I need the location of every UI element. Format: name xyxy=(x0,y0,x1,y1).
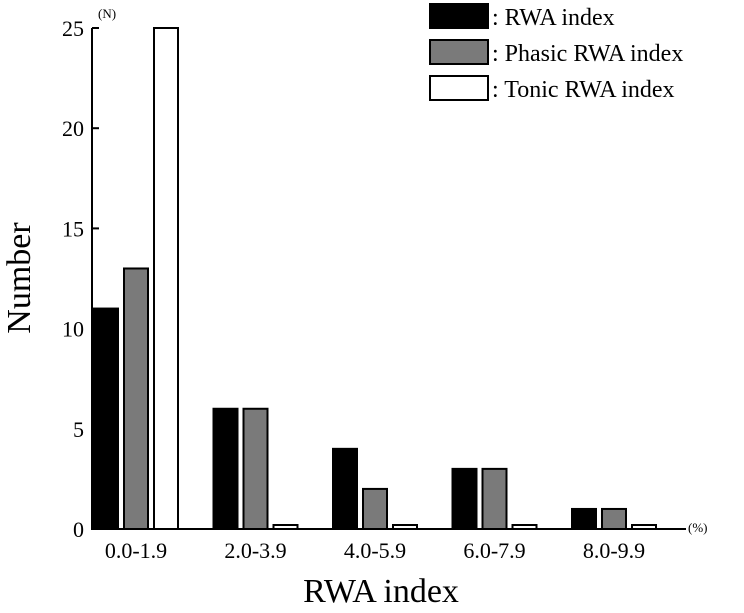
legend-swatch-rwa xyxy=(429,3,489,29)
bar-series1-4.0-5.9 xyxy=(362,487,388,531)
bar-series2-2.0-3.9 xyxy=(272,524,299,530)
bar-series2-4.0-5.9 xyxy=(392,524,418,530)
legend-swatch-phasic xyxy=(429,39,489,65)
y-unit-label: (N) xyxy=(98,6,116,21)
legend-swatch-tonic xyxy=(429,75,489,101)
y-tick-label: 10 xyxy=(62,317,84,342)
bar-series1-2.0-3.9 xyxy=(242,407,269,531)
x-tick-label: 6.0-7.9 xyxy=(463,538,525,563)
x-tick-label: 0.0-1.9 xyxy=(105,538,167,563)
bar-series0-0.0-1.9 xyxy=(93,307,119,530)
legend-label-rwa: : RWA index xyxy=(492,5,615,31)
bar-series0-6.0-7.9 xyxy=(451,467,478,531)
y-tick-label: 5 xyxy=(73,417,84,442)
bar-series1-6.0-7.9 xyxy=(481,467,508,531)
bar-series2-0.0-1.9 xyxy=(153,27,179,530)
bar-series0-2.0-3.9 xyxy=(212,407,239,531)
bar-series0-4.0-5.9 xyxy=(332,447,358,530)
y-tick-label: 20 xyxy=(62,116,84,141)
bar-series2-6.0-7.9 xyxy=(511,524,538,530)
y-tick-label: 0 xyxy=(73,517,84,542)
bar-series0-8.0-9.9 xyxy=(571,507,597,530)
x-unit-label: (%) xyxy=(688,520,708,535)
legend: : RWA index : Phasic RWA index : Tonic R… xyxy=(429,3,683,103)
x-tick-label: 4.0-5.9 xyxy=(344,538,406,563)
x-tick-label: 8.0-9.9 xyxy=(583,538,645,563)
bar-series2-8.0-9.9 xyxy=(631,524,657,530)
y-tick-label: 25 xyxy=(62,16,84,41)
x-axis-title: RWA index xyxy=(303,573,459,610)
legend-label-phasic: : Phasic RWA index xyxy=(492,41,683,67)
bar-series1-0.0-1.9 xyxy=(123,267,149,530)
y-axis-title: Number xyxy=(1,222,38,334)
bar-series1-8.0-9.9 xyxy=(601,507,627,530)
legend-label-tonic: : Tonic RWA index xyxy=(492,77,675,103)
y-tick-label: 15 xyxy=(62,216,84,241)
x-tick-label: 2.0-3.9 xyxy=(224,538,286,563)
